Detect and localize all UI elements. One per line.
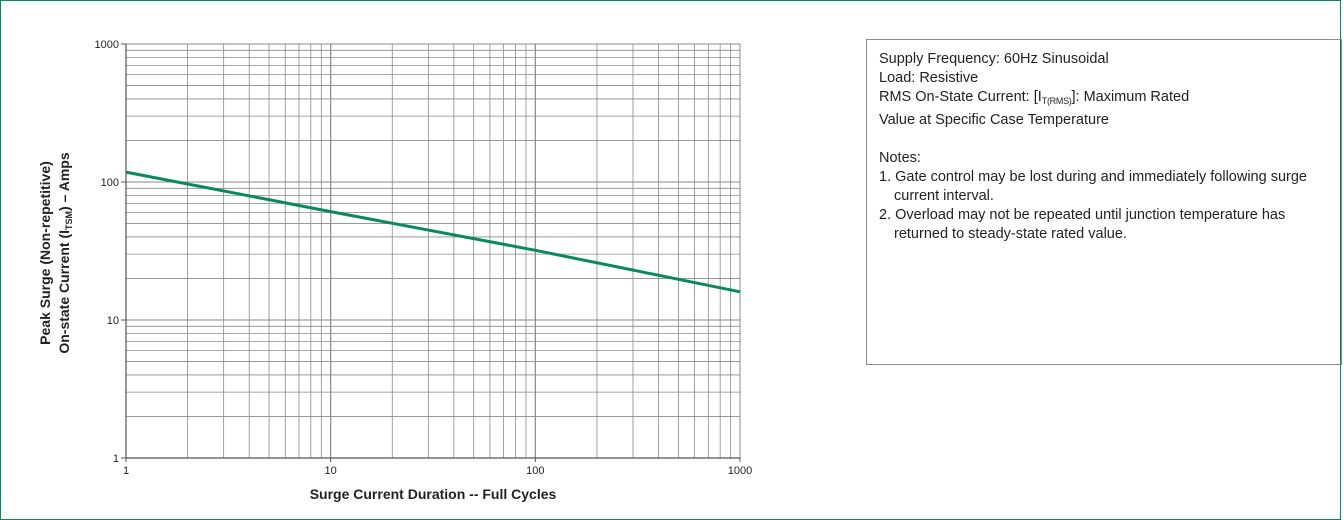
notes-box: Supply Frequency: 60Hz Sinusoidal Load: …: [866, 39, 1342, 365]
rated-value-text: Value at Specific Case Temperature: [879, 112, 1109, 128]
x-tick-label: 1000: [728, 465, 752, 477]
notes-title: Notes:: [879, 150, 921, 166]
note-1: 1. Gate control may be lost during and i…: [879, 169, 1307, 204]
x-tick-label: 10: [325, 465, 337, 477]
x-axis-label: Surge Current Duration -- Full Cycles: [309, 486, 557, 502]
x-tick-label: 1: [123, 465, 129, 477]
rms-current-text: RMS On-State Current: [IT(RMS)]: Maximum…: [879, 89, 1190, 106]
y-tick-label: 100: [101, 177, 119, 189]
y-tick-label: 10: [107, 315, 119, 327]
y-tick-label: 1000: [95, 39, 119, 51]
y-tick-label: 1: [113, 453, 119, 465]
surge-current-chart: 1 10 100 1000 1 10 100 1000: [95, 39, 753, 477]
y-axis-label-line2: On-state Current (ITSM) – Amps: [56, 152, 74, 354]
y-axis-label: Peak Surge (Non-repetitive) On-state Cur…: [36, 43, 76, 463]
supply-frequency-text: Supply Frequency: 60Hz Sinusoidal: [879, 51, 1109, 67]
surge-current-series-line: [125, 170, 741, 294]
load-text: Load: Resistive: [879, 70, 979, 86]
note-2: 2. Overload may not be repeated until ju…: [879, 207, 1286, 242]
x-tick-label: 100: [526, 465, 544, 477]
y-axis-label-line1: Peak Surge (Non-repetitive): [37, 161, 53, 345]
